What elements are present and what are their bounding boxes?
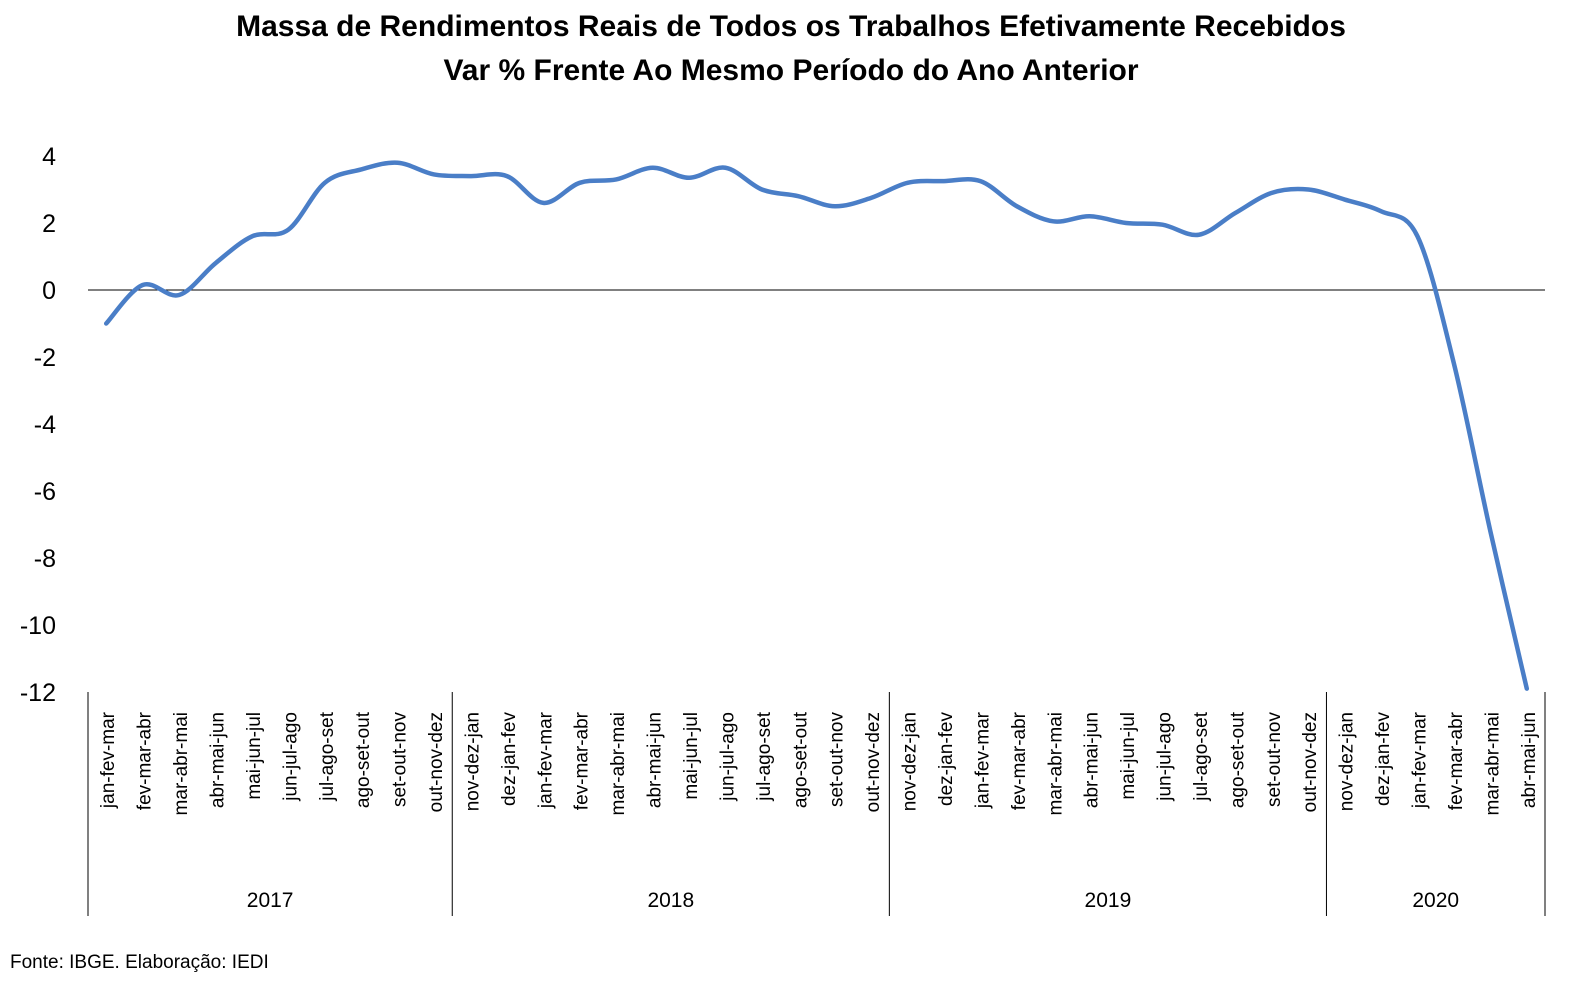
x-tick-label: jan-fev-mar bbox=[972, 711, 993, 809]
x-tick-label: jun-jul-ago bbox=[1155, 712, 1176, 802]
x-tick-label: abr-mai-jun bbox=[645, 712, 666, 808]
x-tick-label: abr-mai-jun bbox=[1082, 712, 1103, 808]
x-tick-label: ago-set-out bbox=[1227, 711, 1248, 808]
x-tick-label: fev-mar-abr bbox=[1009, 711, 1030, 810]
x-tick-label: out-nov-dez bbox=[426, 712, 447, 812]
group-label: 2017 bbox=[247, 889, 294, 912]
x-tick-label: mai-jun-jul bbox=[244, 712, 265, 800]
x-tick-label: jan-fev-mar bbox=[1410, 711, 1431, 809]
group-label: 2020 bbox=[1412, 889, 1459, 912]
x-tick-label: nov-dez-jan bbox=[1337, 712, 1358, 811]
x-tick-label: nov-dez-jan bbox=[462, 712, 483, 811]
x-tick-label: abr-mai-jun bbox=[1519, 712, 1540, 808]
source-note: Fonte: IBGE. Elaboração: IEDI bbox=[10, 952, 269, 973]
x-tick-label: jan-fev-mar bbox=[98, 711, 119, 809]
x-axis: jan-fev-mar fev-mar-abr mar-abr-mai abr-mai… bbox=[87, 692, 1546, 916]
x-tick-label: jun-jul-ago bbox=[717, 712, 738, 802]
y-tick-label: -6 bbox=[34, 478, 56, 506]
x-tick-label: mar-abr-mai bbox=[1482, 712, 1503, 815]
x-tick-label: dez-jan-fev bbox=[499, 712, 520, 806]
x-tick-label: jul-ago-set bbox=[754, 711, 775, 801]
x-tick-label: set-out-nov bbox=[1264, 712, 1285, 808]
y-tick-label: -8 bbox=[34, 545, 56, 573]
x-tick-label: jun-jul-ago bbox=[280, 712, 301, 802]
chart-subtitle: Var % Frente Ao Mesmo Período do Ano Ant… bbox=[443, 54, 1139, 87]
y-tick-label: 4 bbox=[42, 143, 56, 171]
series-line bbox=[103, 160, 1530, 691]
x-tick-label: out-nov-dez bbox=[863, 712, 884, 812]
x-tick-label: mar-abr-mai bbox=[1045, 712, 1066, 815]
x-tick-label: mai-jun-jul bbox=[681, 712, 702, 800]
x-tick-label: mar-abr-mai bbox=[171, 712, 192, 815]
y-tick-label: 2 bbox=[42, 210, 56, 238]
x-tick-label: set-out-nov bbox=[827, 712, 848, 808]
x-tick-label: nov-dez-jan bbox=[900, 712, 921, 811]
y-axis: 4 2 0 -2 -4 -6 -8 -10 -12 bbox=[20, 143, 56, 707]
y-tick-label: -10 bbox=[20, 612, 56, 640]
y-tick-label: -12 bbox=[20, 679, 56, 707]
group-label: 2019 bbox=[1085, 889, 1132, 912]
x-tick-label: jul-ago-set bbox=[1191, 711, 1212, 801]
y-tick-label: 0 bbox=[42, 277, 56, 305]
x-tick-label: mar-abr-mai bbox=[608, 712, 629, 815]
x-tick-label: fev-mar-abr bbox=[572, 711, 593, 810]
x-tick-label: mai-jun-jul bbox=[1118, 712, 1139, 800]
series-group bbox=[103, 160, 1530, 691]
group-label: 2018 bbox=[647, 889, 694, 912]
x-tick-label: jul-ago-set bbox=[317, 711, 338, 801]
x-tick-label: fev-mar-abr bbox=[1446, 711, 1467, 810]
chart-title: Massa de Rendimentos Reais de Todos os T… bbox=[236, 10, 1346, 43]
y-tick-label: -2 bbox=[34, 344, 56, 372]
x-tick-label: set-out-nov bbox=[390, 712, 411, 808]
x-tick-label: fev-mar-abr bbox=[135, 711, 156, 810]
x-tick-label: abr-mai-jun bbox=[207, 712, 228, 808]
x-tick-label: out-nov-dez bbox=[1300, 712, 1321, 812]
x-tick-label: dez-jan-fev bbox=[1373, 712, 1394, 806]
y-tick-label: -4 bbox=[34, 411, 56, 439]
x-tick-label: ago-set-out bbox=[353, 711, 374, 808]
x-tick-label: jan-fev-mar bbox=[535, 711, 556, 809]
x-tick-label: ago-set-out bbox=[790, 711, 811, 808]
x-tick-label: dez-jan-fev bbox=[936, 712, 957, 806]
